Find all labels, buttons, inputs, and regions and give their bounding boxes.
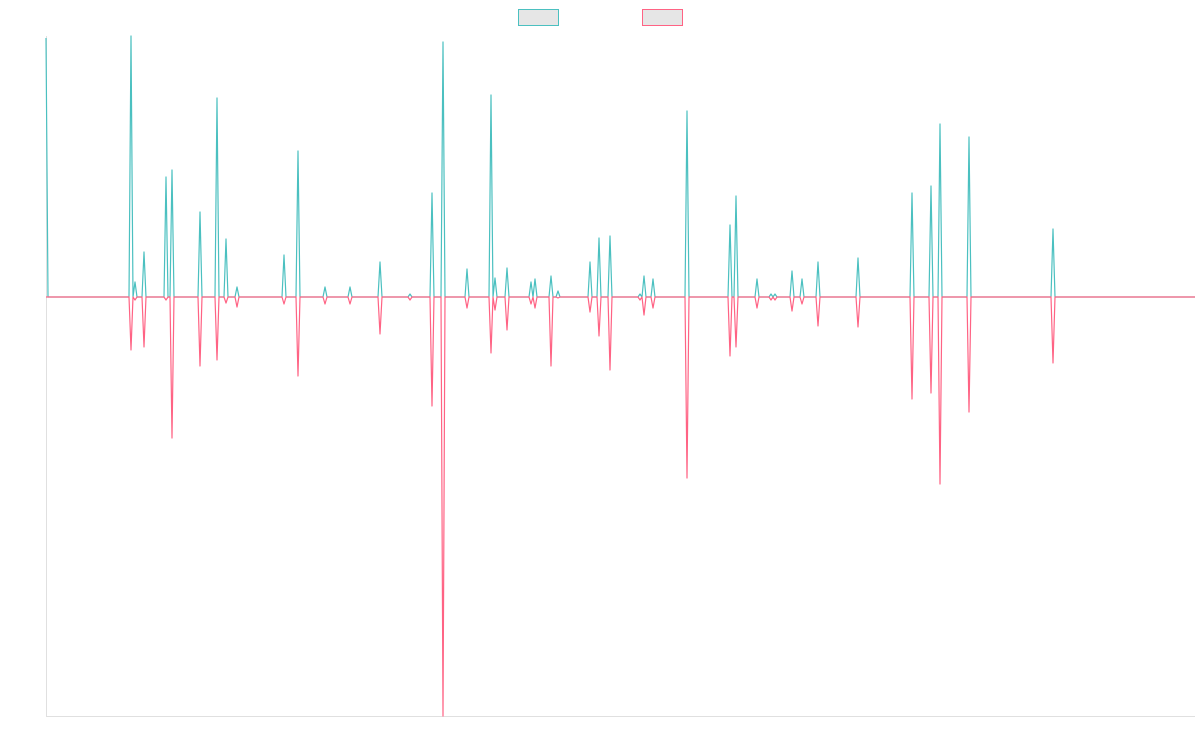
legend-swatch[interactable] — [642, 9, 683, 26]
series-line — [45, 35, 1195, 298]
legend-swatch[interactable] — [518, 9, 559, 26]
series-line — [46, 296, 1195, 717]
